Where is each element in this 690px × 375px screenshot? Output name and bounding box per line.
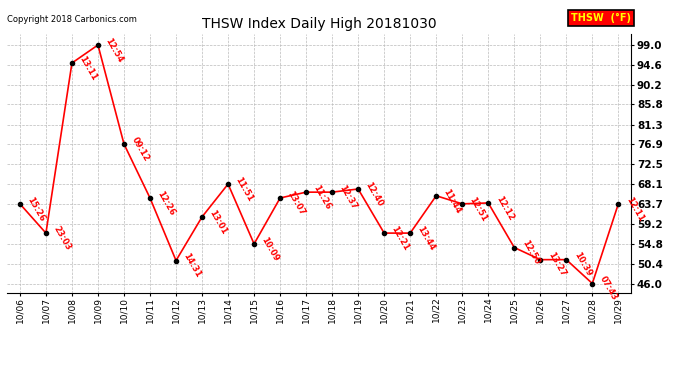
Text: 13:44: 13:44 (416, 224, 437, 252)
Text: Copyright 2018 Carbonics.com: Copyright 2018 Carbonics.com (7, 15, 137, 24)
Text: 10:09: 10:09 (259, 235, 281, 262)
Text: 12:11: 12:11 (624, 195, 645, 223)
Text: 12:26: 12:26 (155, 189, 177, 217)
Text: 14:31: 14:31 (181, 252, 203, 279)
Text: 11:26: 11:26 (312, 183, 333, 211)
Text: 13:11: 13:11 (77, 54, 99, 82)
Text: 23:03: 23:03 (52, 224, 72, 252)
Text: 13:27: 13:27 (546, 251, 567, 279)
Text: 12:37: 12:37 (337, 183, 359, 211)
Text: 10:39: 10:39 (572, 251, 593, 278)
Text: 13:01: 13:01 (208, 208, 228, 236)
Title: THSW Index Daily High 20181030: THSW Index Daily High 20181030 (201, 17, 437, 31)
Text: 11:51: 11:51 (234, 176, 255, 203)
Text: 12:12: 12:12 (494, 194, 515, 222)
Text: 12:40: 12:40 (364, 180, 385, 208)
Text: 12:50: 12:50 (520, 239, 541, 267)
Text: 12:21: 12:21 (390, 224, 411, 252)
Text: 09:12: 09:12 (130, 135, 150, 163)
Text: THSW  (°F): THSW (°F) (571, 13, 631, 23)
Text: 13:07: 13:07 (286, 189, 306, 217)
Text: 12:54: 12:54 (104, 36, 125, 64)
Text: 12:51: 12:51 (468, 195, 489, 223)
Text: 15:26: 15:26 (26, 195, 47, 223)
Text: 11:44: 11:44 (442, 187, 463, 215)
Text: 07:43: 07:43 (598, 275, 619, 302)
